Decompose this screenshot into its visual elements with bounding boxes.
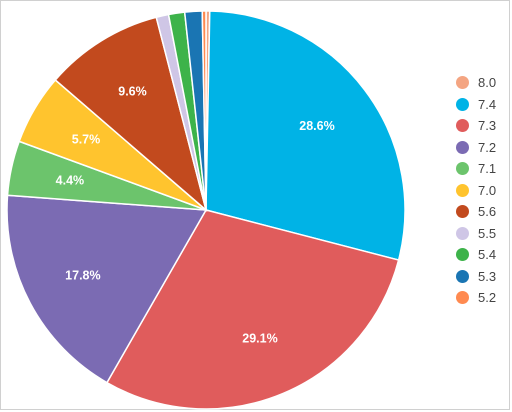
legend-swatch bbox=[456, 183, 469, 197]
legend-swatch bbox=[456, 76, 469, 90]
slice-label-7-1: 4.4% bbox=[56, 174, 85, 188]
pie-slice-7-3 bbox=[105, 209, 400, 410]
legend-item-7-1[interactable]: 7.1 bbox=[456, 158, 506, 180]
legend-swatch bbox=[456, 248, 469, 262]
legend-label: 5.5 bbox=[478, 225, 497, 241]
slice-label-7-0: 5.7% bbox=[72, 132, 101, 146]
legend-swatch bbox=[456, 205, 469, 219]
legend-label: 7.0 bbox=[478, 182, 497, 198]
legend-item-5-4[interactable]: 5.4 bbox=[456, 244, 506, 266]
legend-label: 7.2 bbox=[478, 139, 497, 155]
legend-item-5-2[interactable]: 5.2 bbox=[456, 287, 506, 309]
legend-label: 5.3 bbox=[478, 268, 497, 284]
legend-swatch bbox=[456, 226, 469, 240]
pie-slice-5-2 bbox=[201, 10, 207, 211]
legend-label: 7.3 bbox=[478, 118, 497, 134]
legend: 8.0 7.4 7.3 7.2 7.1 7.0 5.6 5.5 5.4 5.3 5.2 bbox=[456, 72, 506, 309]
legend-label: 5.4 bbox=[478, 247, 497, 263]
slice-label-7-3: 29.1% bbox=[242, 331, 277, 345]
slice-label-5-6: 9.6% bbox=[118, 85, 147, 99]
legend-swatch bbox=[456, 162, 469, 176]
legend-label: 7.4 bbox=[478, 96, 497, 112]
pie-slice-7-2 bbox=[6, 194, 208, 384]
legend-label: 5.6 bbox=[478, 204, 497, 220]
pie-slice-7-4 bbox=[205, 10, 406, 261]
legend-label: 7.1 bbox=[478, 161, 497, 177]
legend-label: 8.0 bbox=[478, 75, 497, 91]
legend-swatch bbox=[456, 291, 469, 305]
legend-label: 5.2 bbox=[478, 290, 497, 306]
legend-item-5-5[interactable]: 5.5 bbox=[456, 223, 506, 245]
legend-item-5-6[interactable]: 5.6 bbox=[456, 201, 506, 223]
legend-item-7-2[interactable]: 7.2 bbox=[456, 137, 506, 159]
legend-swatch bbox=[456, 140, 469, 154]
slice-label-7-4: 28.6% bbox=[299, 119, 334, 133]
legend-swatch bbox=[456, 269, 469, 283]
legend-swatch bbox=[456, 97, 469, 111]
legend-item-7-4[interactable]: 7.4 bbox=[456, 94, 506, 116]
slice-label-7-2: 17.8% bbox=[65, 268, 100, 282]
legend-swatch bbox=[456, 119, 469, 133]
legend-item-5-3[interactable]: 5.3 bbox=[456, 266, 506, 288]
legend-item-7-3[interactable]: 7.3 bbox=[456, 115, 506, 137]
legend-item-8-0[interactable]: 8.0 bbox=[456, 72, 506, 94]
legend-item-7-0[interactable]: 7.0 bbox=[456, 180, 506, 202]
